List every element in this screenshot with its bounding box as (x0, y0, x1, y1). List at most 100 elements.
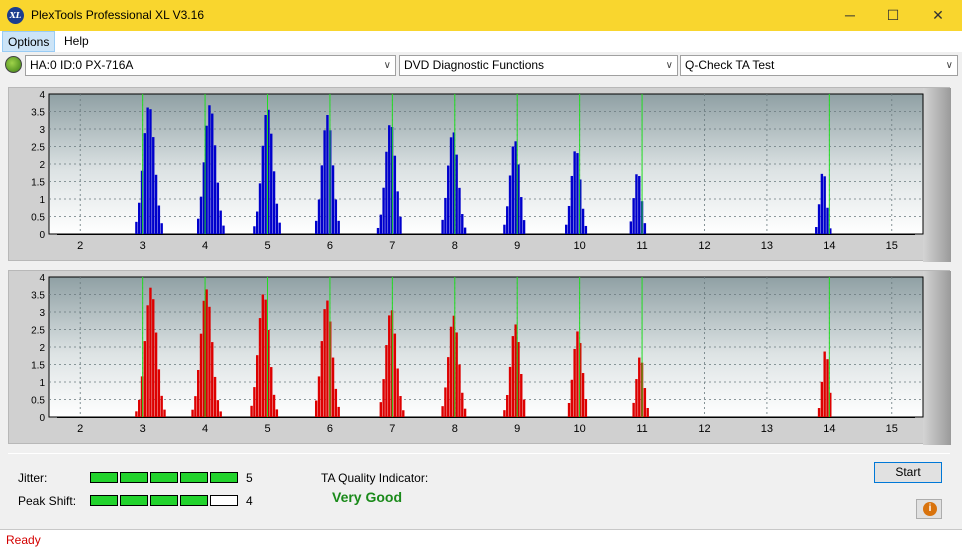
data-bar (581, 373, 585, 417)
data-bar (267, 329, 270, 417)
data-bar (258, 183, 262, 234)
data-bar (146, 305, 149, 417)
drive-select[interactable]: HA:0 ID:0 PX-716A ∨ (25, 55, 396, 76)
data-bar (511, 336, 515, 417)
x-tick-label: 6 (327, 240, 333, 252)
data-bar (157, 205, 161, 234)
data-bar (823, 176, 826, 234)
data-bar (503, 224, 506, 234)
data-bar (320, 165, 324, 234)
data-bar (449, 326, 453, 417)
data-bar (643, 223, 647, 234)
data-bar (213, 376, 217, 417)
data-bar (135, 411, 138, 417)
y-tick-label: 2.5 (31, 143, 45, 154)
y-tick-label: 2 (39, 343, 45, 354)
info-button[interactable]: i (916, 499, 942, 519)
data-bar (317, 376, 321, 417)
y-tick-label: 2.5 (31, 326, 45, 337)
data-bar (323, 130, 326, 234)
data-bar (149, 109, 152, 234)
data-bar (213, 145, 217, 234)
data-bar (461, 214, 464, 234)
data-bar (255, 355, 259, 417)
data-bar (635, 174, 638, 234)
data-bar (197, 369, 200, 417)
y-tick-label: 0 (39, 413, 45, 424)
ta-quality-value: Very Good (332, 489, 403, 505)
data-bar (826, 359, 829, 417)
data-bar (829, 228, 832, 234)
y-tick-label: 4 (39, 273, 45, 284)
drive-status-icon[interactable] (5, 56, 22, 73)
data-bar (452, 132, 456, 234)
data-bar (638, 176, 641, 234)
test-select[interactable]: Q-Check TA Test ∨ (680, 55, 958, 76)
data-bar (152, 137, 155, 234)
data-bar (135, 221, 138, 234)
peak-shift-value: 4 (246, 494, 253, 508)
x-tick-label: 10 (574, 423, 586, 435)
data-bar (208, 306, 211, 417)
y-tick-label: 0.5 (31, 213, 45, 224)
data-bar (337, 220, 340, 234)
start-button[interactable]: Start (874, 462, 942, 483)
jitter-meter-segment (90, 472, 118, 483)
data-bar (272, 171, 276, 234)
data-bar (326, 300, 329, 417)
data-bar (399, 396, 402, 417)
data-bar (334, 388, 338, 417)
chevron-down-icon: ∨ (665, 60, 673, 71)
data-bar (570, 175, 574, 234)
jitter-meter-segment (210, 472, 238, 483)
data-bar (272, 394, 276, 417)
data-bar (219, 210, 222, 234)
data-bar (250, 405, 253, 417)
data-bar (258, 318, 262, 417)
data-bar (140, 170, 144, 234)
function-select[interactable]: DVD Diagnostic Functions ∨ (399, 55, 678, 76)
data-bar (520, 374, 523, 417)
data-bar (194, 396, 197, 417)
x-tick-label: 15 (886, 240, 898, 252)
data-bar (573, 151, 576, 234)
x-tick-label: 4 (202, 240, 208, 252)
data-bar (449, 137, 453, 234)
data-bar (643, 388, 647, 417)
data-bar (388, 125, 391, 234)
data-bar (160, 395, 163, 417)
data-bar (337, 406, 340, 417)
x-tick-label: 11 (636, 423, 647, 435)
menu-help[interactable]: Help (64, 34, 89, 48)
y-tick-label: 3 (39, 125, 45, 136)
data-bar (514, 324, 517, 417)
data-bar (326, 115, 329, 234)
data-bar (638, 357, 641, 417)
data-bar (570, 379, 574, 417)
minimize-button[interactable]: ─ (845, 7, 855, 23)
close-button[interactable]: ✕ (932, 7, 944, 23)
data-bar (826, 207, 829, 234)
data-bar (385, 151, 388, 234)
x-tick-label: 9 (514, 240, 520, 252)
function-select-value: DVD Diagnostic Functions (404, 58, 545, 72)
data-bar (503, 410, 506, 417)
title-bar: XL PlexTools Professional XL V3.16 ─ ☐ ✕ (0, 0, 962, 31)
data-bar (520, 197, 523, 234)
data-bar (573, 348, 576, 417)
maximize-button[interactable]: ☐ (886, 7, 900, 23)
data-bar (584, 399, 588, 417)
chart-side-shade (923, 88, 951, 262)
data-bar (202, 300, 206, 417)
data-bar (267, 109, 270, 234)
data-bar (584, 225, 588, 234)
results-panel: Jitter: 5 Peak Shift: 4 TA Quality Indic… (8, 453, 950, 526)
data-bar (197, 218, 200, 234)
data-bar (270, 367, 273, 417)
x-tick-label: 12 (698, 240, 710, 252)
data-bar (334, 199, 338, 234)
ta-quality-label: TA Quality Indicator: (321, 471, 429, 485)
data-bar (138, 202, 141, 234)
data-bar (278, 222, 281, 234)
menu-options[interactable]: Options (2, 31, 56, 52)
